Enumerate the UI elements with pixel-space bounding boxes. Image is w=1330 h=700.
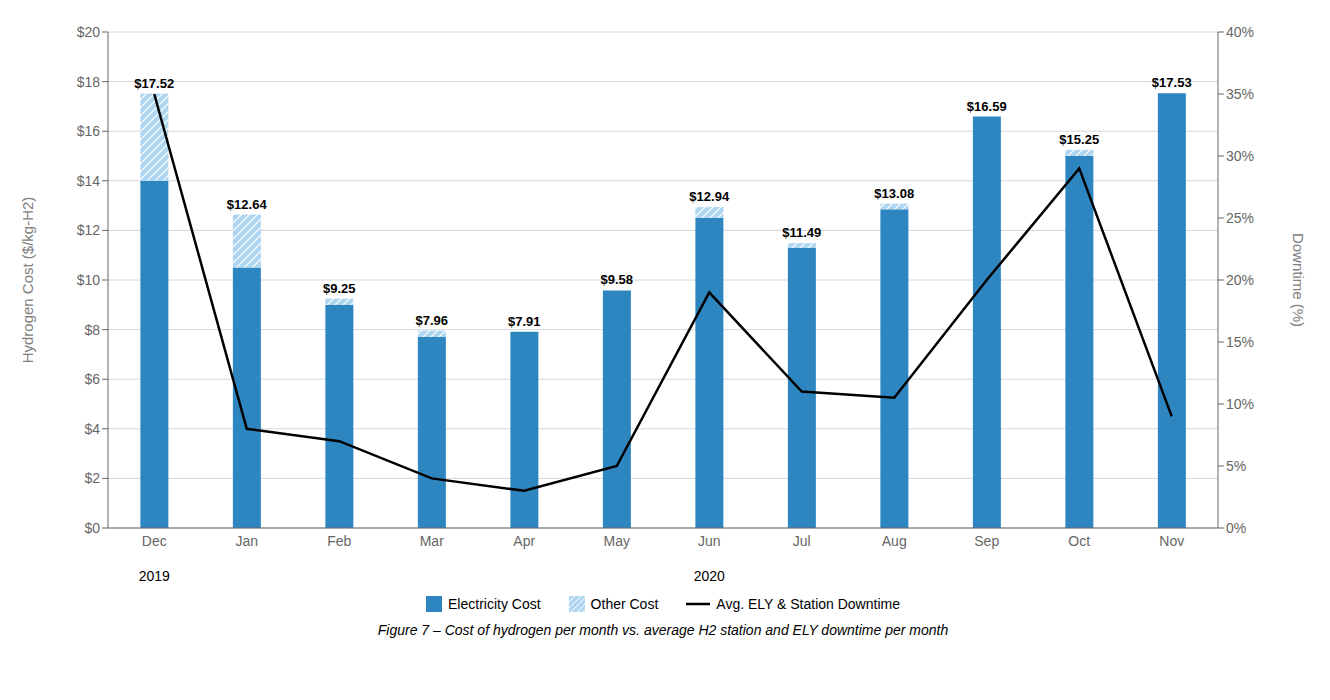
svg-text:15%: 15% <box>1226 334 1254 350</box>
svg-text:$18: $18 <box>77 74 101 90</box>
svg-text:$9.25: $9.25 <box>323 281 356 296</box>
svg-text:$0: $0 <box>84 520 100 536</box>
svg-text:Feb: Feb <box>327 533 351 549</box>
svg-text:May: May <box>604 533 630 549</box>
svg-text:5%: 5% <box>1226 458 1246 474</box>
svg-text:25%: 25% <box>1226 210 1254 226</box>
svg-text:40%: 40% <box>1226 24 1254 40</box>
svg-text:$12.64: $12.64 <box>227 197 268 212</box>
svg-text:$12.94: $12.94 <box>689 189 730 204</box>
svg-text:$17.52: $17.52 <box>134 76 174 91</box>
svg-text:$16.59: $16.59 <box>967 99 1007 114</box>
svg-text:Hydrogen Cost ($/kg-H2): Hydrogen Cost ($/kg-H2) <box>19 197 36 364</box>
svg-text:$16: $16 <box>77 123 101 139</box>
svg-text:$14: $14 <box>77 173 101 189</box>
svg-text:$17.53: $17.53 <box>1152 75 1192 90</box>
html-text:Figure 7 – Cost of hydrogen pe: Figure 7 – Cost of hydrogen per month vs… <box>377 622 949 638</box>
svg-text:Sep: Sep <box>974 533 999 549</box>
svg-text:Dec: Dec <box>142 533 167 549</box>
html-text:Avg. ELY & Station Downtime: Avg. ELY & Station Downtime <box>716 596 900 612</box>
svg-text:10%: 10% <box>1226 396 1254 412</box>
svg-text:Mar: Mar <box>420 533 444 549</box>
svg-text:$13.08: $13.08 <box>874 186 914 201</box>
svg-text:$9.58: $9.58 <box>600 272 633 287</box>
svg-text:$8: $8 <box>84 322 100 338</box>
svg-text:$10: $10 <box>77 272 101 288</box>
svg-text:35%: 35% <box>1226 86 1254 102</box>
svg-text:$4: $4 <box>84 421 100 437</box>
svg-text:0%: 0% <box>1226 520 1246 536</box>
html-text:2019: 2019 <box>138 568 170 584</box>
svg-text:Jun: Jun <box>698 533 721 549</box>
svg-text:$15.25: $15.25 <box>1059 132 1099 147</box>
svg-text:$7.91: $7.91 <box>508 314 541 329</box>
svg-text:Downtime (%): Downtime (%) <box>1290 233 1307 327</box>
svg-text:$20: $20 <box>77 24 101 40</box>
html-text:2020: 2020 <box>693 568 725 584</box>
svg-text:Jan: Jan <box>235 533 258 549</box>
svg-text:Apr: Apr <box>513 533 535 549</box>
svg-text:20%: 20% <box>1226 272 1254 288</box>
svg-text:$11.49: $11.49 <box>782 225 821 240</box>
svg-text:$2: $2 <box>84 470 100 486</box>
svg-text:$6: $6 <box>84 371 100 387</box>
svg-text:Nov: Nov <box>1159 533 1184 549</box>
svg-text:Oct: Oct <box>1068 533 1090 549</box>
svg-text:Aug: Aug <box>882 533 907 549</box>
svg-text:$7.96: $7.96 <box>415 313 448 328</box>
html-text:Other Cost: Other Cost <box>590 596 659 612</box>
svg-text:30%: 30% <box>1226 148 1254 164</box>
html-text:Electricity Cost: Electricity Cost <box>448 596 541 612</box>
svg-text:$12: $12 <box>77 222 101 238</box>
svg-text:Jul: Jul <box>793 533 811 549</box>
